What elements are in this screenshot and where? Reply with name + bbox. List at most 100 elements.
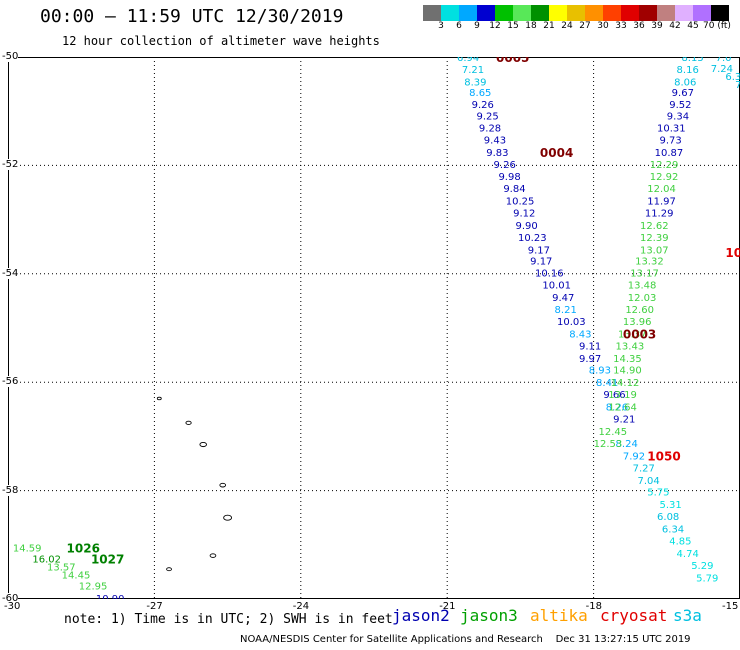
page-title: 00:00 – 11:59 UTC 12/30/2019 (40, 6, 344, 27)
color-bar-label: 6 (456, 21, 462, 31)
swh-value: 14.59 (13, 544, 42, 555)
color-bar-label: 33 (615, 21, 627, 31)
color-bar-label: 45 (687, 21, 699, 31)
lon-tick-label: -18 (585, 601, 602, 612)
swh-value: 9.17 (528, 245, 550, 256)
swh-value: 8.24 (616, 439, 638, 450)
color-bar-swatch (567, 5, 585, 21)
swh-value: 8.65 (469, 88, 491, 99)
swh-value: 10.90 (96, 594, 125, 599)
color-bar-swatch (531, 5, 549, 21)
swh-value: 11.97 (647, 197, 676, 208)
color-bar-label: 21 (543, 21, 555, 31)
swh-value: 9.26 (472, 100, 494, 111)
swh-value: 9.83 (486, 148, 508, 159)
swh-value: 12.62 (640, 221, 669, 232)
lat-tick-label: -60 (2, 593, 19, 604)
swh-value: 10.31 (657, 123, 686, 134)
swh-value: 12.04 (647, 184, 676, 195)
swh-value: 9.73 (659, 135, 681, 146)
swh-value: 13.96 (623, 317, 652, 328)
swh-value: 8.21 (555, 305, 577, 316)
swh-value: 7.5 (735, 80, 740, 91)
lon-tick-label: -24 (292, 601, 310, 612)
swh-value: 6.94 (457, 57, 479, 64)
color-bar-swatch (675, 5, 693, 21)
swh-value: 9.47 (552, 293, 574, 304)
swh-value: 13.17 (630, 269, 659, 280)
swh-value: 9.26 (494, 160, 516, 171)
lat-tick-label: -52 (2, 159, 19, 171)
swh-value: 9.12 (513, 209, 535, 220)
credit-line: NOAA/NESDIS Center for Satellite Applica… (240, 634, 691, 645)
swh-value: 10.23 (518, 233, 547, 244)
pass-number: 0005 (496, 57, 529, 65)
pass-number: 1026 (67, 542, 100, 556)
legend-jason3: jason3 (460, 606, 518, 625)
swh-value: 9.67 (672, 88, 694, 99)
note-text: note: 1) Time is in UTC; 2) SWH is in fe… (64, 612, 393, 627)
color-bar-label: 70 (ft) (703, 21, 731, 31)
swh-value: 8.93 (589, 366, 611, 377)
color-bar-swatch (585, 5, 603, 21)
island-outline (223, 514, 233, 521)
swh-value: 5.29 (691, 561, 713, 572)
color-bar-swatch (513, 5, 531, 21)
lat-tick-label: -54 (2, 267, 19, 279)
swh-value: 9.84 (503, 184, 525, 195)
swh-value: 13.48 (628, 281, 657, 292)
swh-value: 9.21 (613, 415, 635, 426)
color-bar-swatch (477, 5, 495, 21)
color-bar-label: 9 (474, 21, 480, 31)
swh-value: 9.90 (516, 221, 538, 232)
lon-tick-label: -21 (439, 601, 456, 612)
swh-value: 7.21 (462, 65, 484, 76)
swh-value: 9.66 (603, 390, 625, 401)
swh-value: 4.74 (677, 549, 699, 560)
color-bar-swatch (459, 5, 477, 21)
swh-value: 9.52 (669, 100, 691, 111)
swh-value: 4.85 (669, 536, 691, 547)
color-bar-label: 12 (489, 21, 501, 31)
swh-value: 5.79 (696, 573, 718, 584)
color-bar-swatch (693, 5, 711, 21)
island-outline (199, 441, 207, 448)
map-plot: 6.94 7.21 8.39 8.65 9.26 9.25 9.28 9.43 9.83 9.26… (8, 51, 740, 639)
swh-value: 5.75 (647, 488, 669, 499)
color-bar-swatch (603, 5, 621, 21)
island-outline (156, 396, 162, 401)
lat-tick-label: -56 (2, 376, 19, 388)
swh-value: 14.35 (613, 354, 642, 365)
color-bar-swatch (657, 5, 675, 21)
swh-value: 12.53 (594, 439, 623, 450)
swh-value: 12.39 (640, 233, 669, 244)
lat-tick-label: -58 (2, 484, 19, 496)
swh-value: 6.35 (725, 72, 740, 83)
pass-number: 1050 (647, 449, 680, 463)
swh-value: 13.57 (47, 562, 76, 573)
legend-jason2: jason2 (392, 606, 450, 625)
color-bar-label: 36 (633, 21, 645, 31)
swh-value: 12.92 (650, 172, 679, 183)
pass-number: 0003 (623, 327, 656, 341)
swh-value: 8.15 (681, 57, 703, 64)
color-bar-label: 42 (669, 21, 681, 31)
map-svg: 6.947.218.398.659.269.259.289.439.839.26… (8, 51, 740, 639)
swh-value: 8.39 (464, 77, 486, 88)
island-outline (185, 420, 192, 425)
swh-value: 12.95 (79, 581, 108, 592)
swh-value: 8.43 (569, 329, 591, 340)
swh-value: 8.26 (606, 403, 628, 414)
island-outline (219, 482, 227, 488)
color-bar-swatch (639, 5, 657, 21)
color-bar-label: 39 (651, 21, 663, 31)
pass-number: 1027 (91, 552, 124, 566)
swh-value: 13.43 (616, 341, 645, 352)
swh-value: 8.06 (674, 77, 696, 88)
swh-value: 13.19 (608, 390, 637, 401)
swh-value: 8.41 (596, 378, 618, 389)
swh-value: 9.28 (479, 123, 501, 134)
swh-value: 11.29 (645, 209, 674, 220)
color-bar-swatch (549, 5, 567, 21)
